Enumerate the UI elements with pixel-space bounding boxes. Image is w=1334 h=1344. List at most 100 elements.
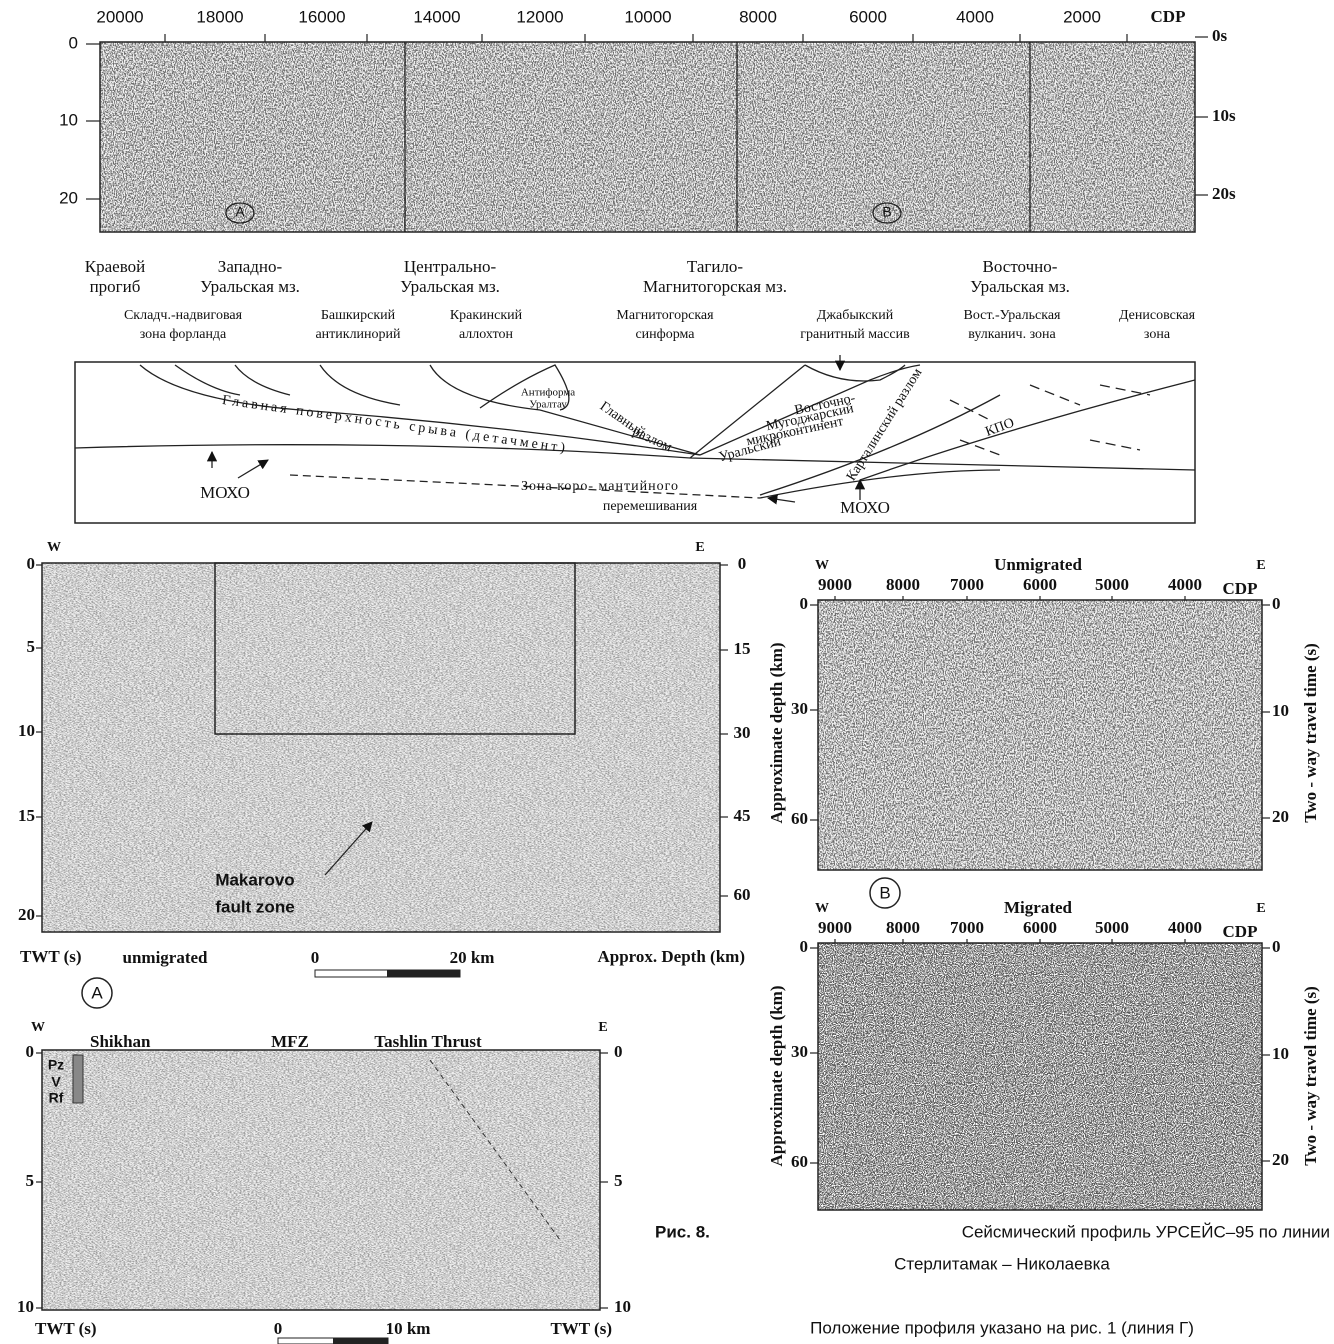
figure-title: Сейсмический профиль УРСЕЙС–95 по линии (962, 1222, 1330, 1241)
zone-title: Западно- (218, 257, 283, 276)
subzone-label: синформа (635, 327, 695, 342)
kartaly-fault-label: Карталинский разлом (844, 366, 925, 484)
mode-label: unmigrated (123, 948, 209, 967)
zone-title: Магнитогорская мз. (643, 277, 787, 296)
kpo-label: КПО (983, 416, 1016, 440)
section-marker: A (235, 204, 245, 220)
depth-tick-label: 60 (734, 885, 751, 904)
cdp-tick-label: 7000 (950, 918, 984, 937)
cdp-tick-label: 9000 (818, 575, 852, 594)
main-fault-label: разлом (630, 424, 674, 455)
depth-tick-label: 30 (791, 699, 808, 718)
east-label: E (598, 1020, 607, 1035)
zone-title: Краевой (85, 257, 145, 276)
cdp-label: CDP (1223, 922, 1258, 941)
moho-label: МОХО (840, 498, 890, 517)
time-tick-label: 10 (1272, 701, 1289, 720)
zone-title: прогиб (90, 277, 141, 296)
time-tick-label: 0 (1272, 594, 1281, 613)
time-tick-label: 10 (1272, 1044, 1289, 1063)
marker-circle-b (869, 877, 901, 909)
zone-title: Уральская мз. (200, 277, 300, 296)
cross-section-frame (74, 361, 1196, 524)
panel-c-texture (42, 1050, 600, 1310)
west-label: W (815, 901, 829, 916)
section-marker: A (91, 983, 103, 1002)
feature-label: Shikhan (90, 1032, 151, 1051)
figure-number: Рис. 8. (655, 1222, 710, 1241)
subzone-label: Вост.-Уральская (964, 308, 1062, 323)
panel-b2-texture (818, 943, 1262, 1210)
unit-label: V (51, 1074, 61, 1090)
subzone-label: вулканич. зона (968, 327, 1056, 342)
cdp-tick-label: 8000 (886, 575, 920, 594)
marker-circle-a (81, 977, 113, 1009)
moho-label: МОХО (200, 483, 250, 502)
subzone-label: Складч.-надвиговая (124, 308, 243, 323)
twt-tick-label: 10 (17, 1297, 34, 1316)
cdp-tick-label: 8000 (886, 918, 920, 937)
cdp-tick-label: 18000 (196, 7, 243, 26)
twt-axis-label: TWT (s) (35, 1319, 97, 1338)
twt-tick-label: 20 (18, 905, 35, 924)
depth-axis-label: Approximate depth (km) (767, 642, 786, 823)
marker-ellipse (225, 202, 255, 224)
cdp-tick-label: 9000 (818, 918, 852, 937)
mixing-zone-label: Зона коро- мантийного (521, 479, 679, 494)
twt-tick-label: 10 (18, 721, 35, 740)
makarovo-arrow (324, 821, 373, 876)
cross-section-lines (74, 355, 1196, 505)
west-label: W (47, 540, 61, 555)
makarovo-label: Makarovo (215, 870, 294, 889)
tashlin-thrust-line (429, 1059, 561, 1241)
twt-axis-label: TWT (s) (550, 1319, 612, 1338)
scale-bar-c-fill (333, 1338, 388, 1344)
panel-b1-texture (818, 600, 1262, 870)
subzone-label: Денисовская (1119, 308, 1196, 323)
depth-tick-label: 60 (791, 1152, 808, 1171)
depth-tick-label: 15 (734, 639, 751, 658)
subzone-label: Кракинский (450, 308, 523, 323)
cdp-label: CDP (1151, 7, 1186, 26)
depth-axis-label: Approx. Depth (km) (597, 947, 745, 966)
west-label: W (31, 1020, 45, 1035)
subzone-label: зона (1144, 327, 1171, 342)
depth-axis-label: Approximate depth (km) (767, 985, 786, 1166)
subzone-label: Башкирский (321, 308, 396, 323)
mixing-zone-label: перемешивания (603, 499, 698, 514)
depth-tick-label: 60 (791, 809, 808, 828)
east-label: E (695, 540, 704, 555)
cdp-tick-label: 6000 (1023, 575, 1057, 594)
feature-label: Tashlin Thrust (374, 1032, 482, 1051)
depth-tick-label: 30 (791, 1042, 808, 1061)
panel-a-window (214, 562, 576, 735)
subzone-label: аллохтон (459, 327, 514, 342)
cdp-tick-label: 4000 (1168, 575, 1202, 594)
panel-c-frame (41, 1049, 601, 1311)
cdp-tick-label: 14000 (413, 7, 460, 26)
marker-ellipse (872, 202, 902, 224)
time-tick-label: 20 (1272, 1150, 1289, 1169)
time-tick-label: 10s (1212, 106, 1236, 125)
figure-title: Стерлитамак – Николаевка (894, 1254, 1110, 1273)
makarovo-label: fault zone (215, 897, 294, 916)
cdp-tick-label: 10000 (624, 7, 671, 26)
top-panel-frame (99, 41, 1196, 233)
west-label: W (815, 558, 829, 573)
twt-tick-label: 10 (614, 1297, 631, 1316)
unit-label: Pz (48, 1057, 64, 1073)
scale-bar-a-fill (387, 970, 460, 977)
subzone-label: антиклинорий (315, 327, 401, 342)
twt-tick-label: 15 (18, 806, 35, 825)
twt-tick-label: 5 (26, 1171, 35, 1190)
time-tick-label: 20s (1212, 184, 1236, 203)
cdp-tick-label: 5000 (1095, 918, 1129, 937)
zone-title: Центрально- (404, 257, 497, 276)
twt-tick-label: 5 (614, 1171, 623, 1190)
time-tick-label: 0s (1212, 26, 1228, 45)
feature-label: MFZ (271, 1032, 309, 1051)
cdp-tick-label: 8000 (739, 7, 777, 26)
time-axis-label: Two - way travel time (s) (1301, 986, 1320, 1166)
scale-label: 0 (311, 948, 320, 967)
subzone-label: Джабыкский (817, 308, 894, 323)
